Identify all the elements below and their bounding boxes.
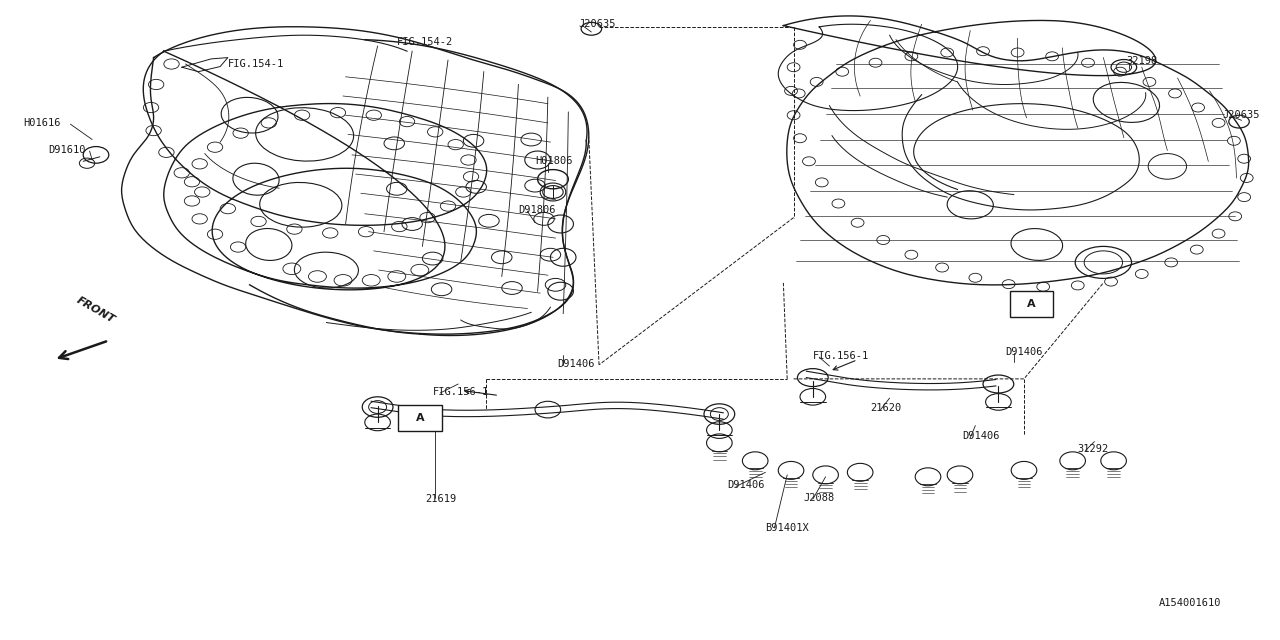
Text: B91401X: B91401X <box>765 523 809 533</box>
Text: J20635: J20635 <box>579 19 616 29</box>
Text: D91406: D91406 <box>1005 347 1042 357</box>
Text: A154001610: A154001610 <box>1158 598 1221 608</box>
Text: 21619: 21619 <box>425 494 456 504</box>
Text: D91406: D91406 <box>557 358 594 369</box>
Text: 32198: 32198 <box>1126 56 1157 66</box>
Text: FRONT: FRONT <box>76 295 116 325</box>
FancyBboxPatch shape <box>1010 291 1053 317</box>
Text: J20635: J20635 <box>1222 110 1260 120</box>
Text: 31292: 31292 <box>1078 444 1108 454</box>
Text: D91610: D91610 <box>49 145 86 155</box>
Text: FIG.156-1: FIG.156-1 <box>813 351 869 361</box>
Text: H01616: H01616 <box>23 118 60 128</box>
Text: 21620: 21620 <box>870 403 901 413</box>
Text: FIG.156-1: FIG.156-1 <box>433 387 489 397</box>
Text: D91406: D91406 <box>963 431 1000 442</box>
Text: FIG.154-1: FIG.154-1 <box>228 59 284 69</box>
FancyBboxPatch shape <box>398 405 442 431</box>
Text: H01806: H01806 <box>535 156 572 166</box>
Text: D91406: D91406 <box>727 480 764 490</box>
Text: FIG.154-2: FIG.154-2 <box>397 36 453 47</box>
Text: A: A <box>416 413 424 423</box>
Text: A: A <box>1028 299 1036 309</box>
Text: J2088: J2088 <box>804 493 835 503</box>
Text: D91806: D91806 <box>518 205 556 215</box>
